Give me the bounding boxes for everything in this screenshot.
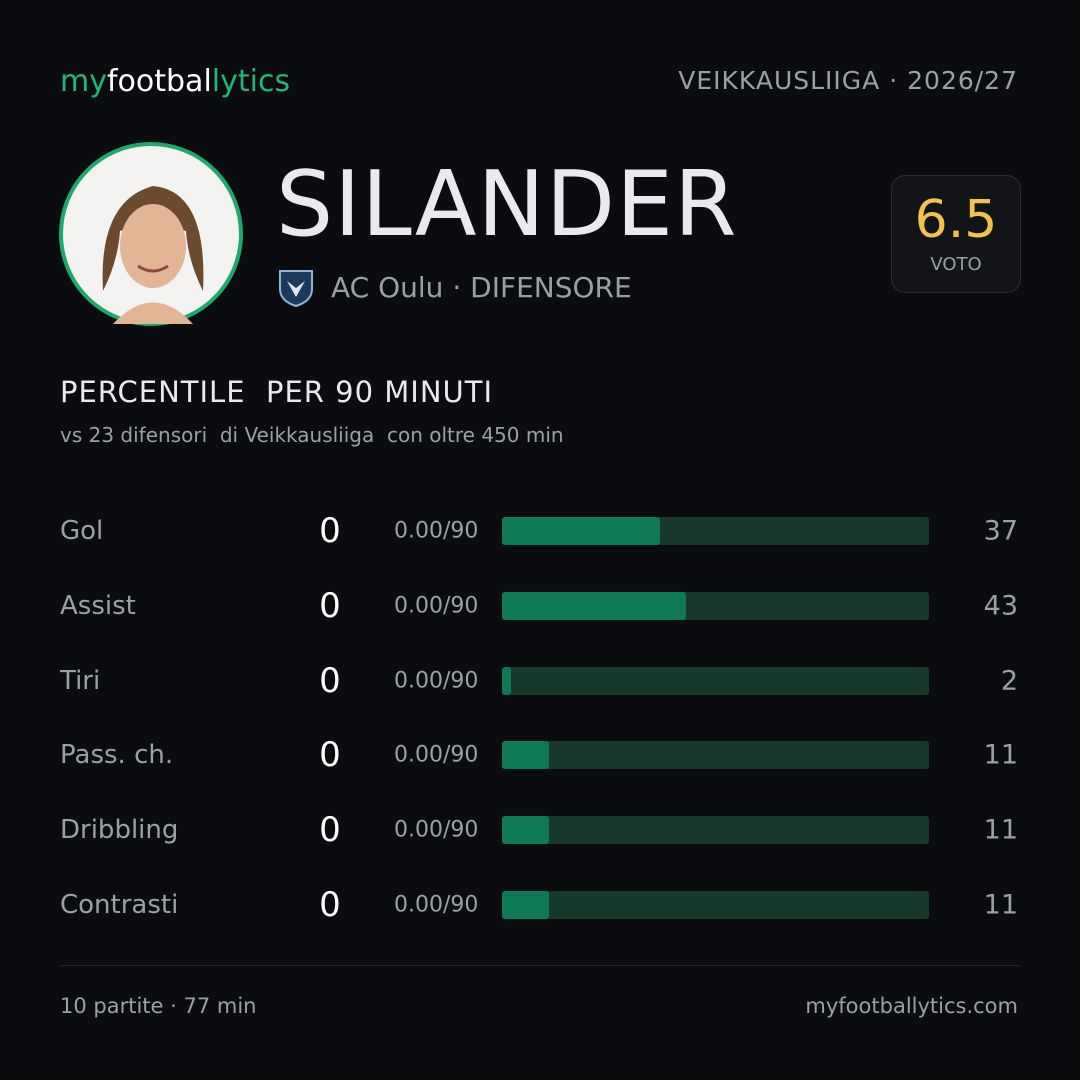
percentile: 37 [983,515,1018,547]
stat-value: 0 [319,660,341,701]
stat-label: Pass. ch. [60,740,174,771]
brand-part: my [60,64,107,99]
season: · 2026/27 [889,66,1018,95]
footer-info: 10 partite · 77 min [60,994,257,1018]
section-subtitle: vs 23 difensori di Veikkausliiga con olt… [60,423,564,447]
brand-part: lytics [211,64,291,99]
subtitle-part: di Veikkausliiga [219,423,375,447]
stat-value: 0 [319,585,341,626]
stat-label: Assist [60,590,136,621]
bar [502,891,549,919]
role: · DIFENSORE [452,271,632,304]
stat-value: 0 [319,735,341,776]
percentile: 2 [1000,665,1018,697]
bar [502,816,549,845]
bar [502,666,511,695]
rating-label: VOTO [930,254,982,275]
site: myfootballytics.com [805,994,1018,1018]
brand: myfootballytics [60,64,290,99]
stat-label: Contrasti [60,890,179,920]
brand-part: footbal [106,64,212,99]
bar-track [502,666,929,695]
percentile: 11 [983,889,1018,921]
stat-label: Tiri [60,665,101,696]
league: VEIKKAUSLIIGA [678,66,881,95]
club-logo [279,270,313,307]
matches: 10 partite [60,994,164,1018]
bar-track [502,816,929,845]
stat-label: Dribbling [60,815,179,846]
bar-track [502,741,929,770]
title-part: PERCENTILE [60,375,246,409]
percentile: 11 [983,814,1018,846]
rating: 6.5 [914,190,998,250]
stat-value: 0 [319,511,341,551]
player-photo [59,142,243,326]
divider [60,965,1020,966]
per90: 0.00/90 [394,668,479,694]
subtitle-part: con oltre 450 min [386,423,564,447]
player-name: SILANDER [276,152,738,257]
stat-value: 0 [319,810,341,851]
section-title: PERCENTILE PER 90 MINUTI [60,375,493,409]
bar-track [502,891,929,919]
per90: 0.00/90 [394,593,479,619]
bar [502,517,660,545]
rating-box: 6.5 VOTO [891,175,1021,293]
club-role: AC Oulu · DIFENSORE [331,271,632,304]
stat-value: 0 [319,885,341,925]
bar [502,591,686,620]
percentile: 43 [983,590,1018,622]
per90: 0.00/90 [394,742,479,768]
stat-label: Gol [60,516,104,546]
percentile: 11 [983,739,1018,771]
league-season: VEIKKAUSLIIGA · 2026/27 [678,66,1018,95]
subtitle-part: vs 23 difensori [60,423,208,447]
per90: 0.00/90 [394,518,479,544]
bar [502,741,549,770]
per90: 0.00/90 [394,892,479,918]
per90: 0.00/90 [394,817,479,843]
club: AC Oulu [331,271,444,304]
title-part: PER 90 MINUTI [265,375,494,409]
minutes: · 77 min [170,994,257,1018]
